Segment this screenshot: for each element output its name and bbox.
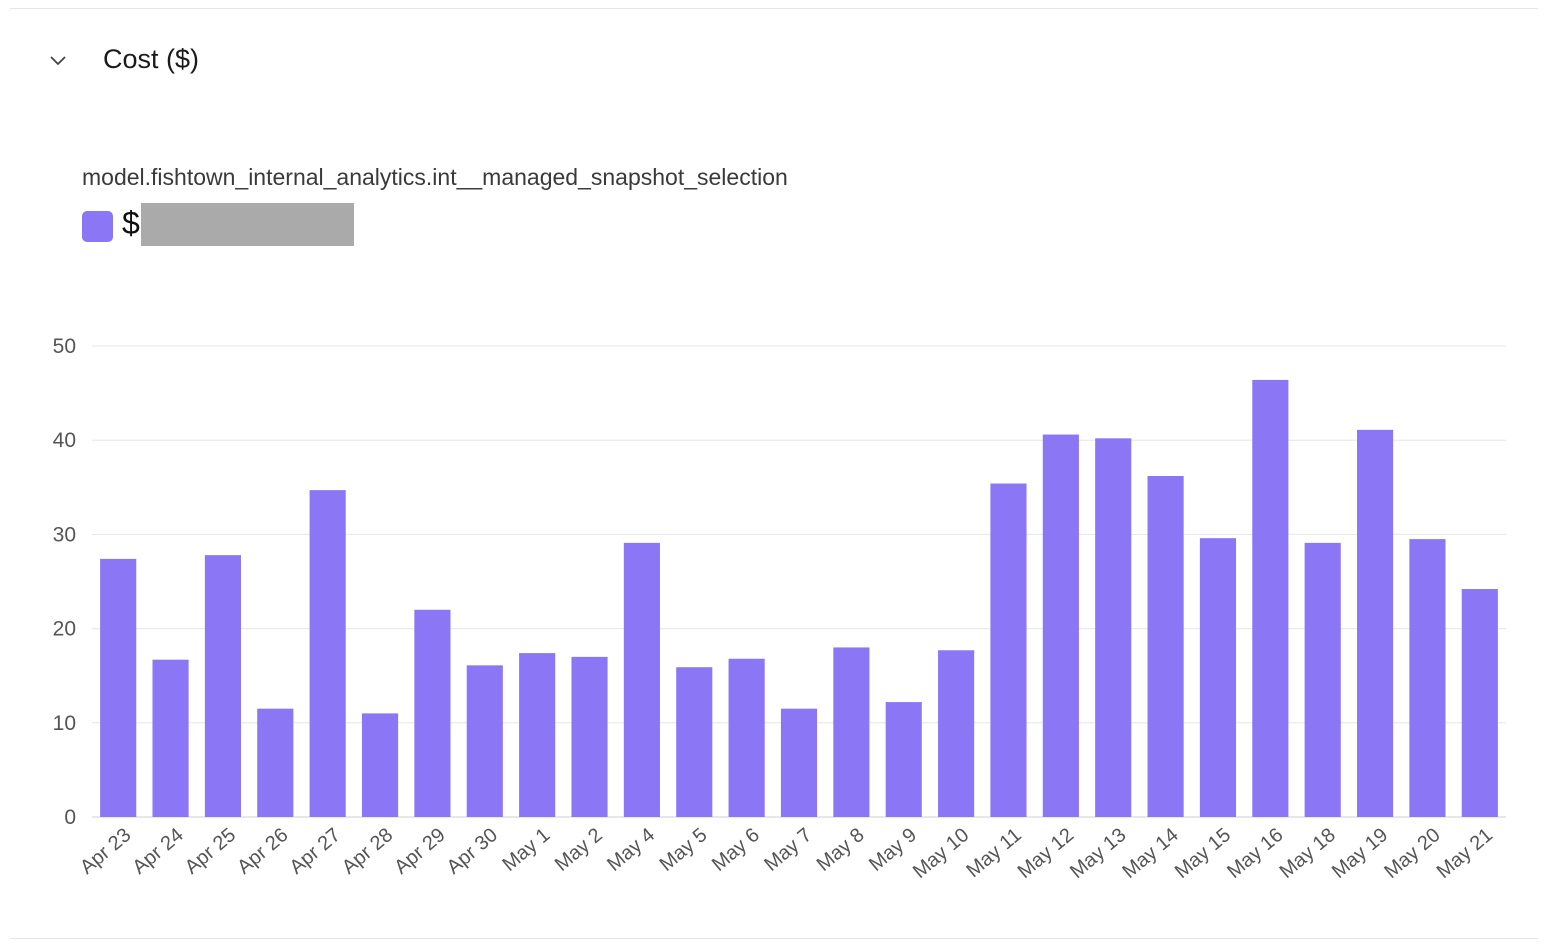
bar	[1095, 438, 1132, 817]
bar	[414, 609, 451, 817]
bar	[990, 483, 1027, 817]
bar	[676, 667, 713, 817]
x-tick-label: Apr 29	[390, 824, 449, 879]
bar	[1252, 379, 1289, 817]
x-tick-label: May 6	[708, 824, 764, 876]
x-tick-label: May 12	[1014, 824, 1078, 883]
bar	[1042, 434, 1079, 817]
x-tick-label: May 18	[1276, 824, 1340, 883]
x-tick-label: May 7	[760, 824, 816, 876]
x-tick-label: May 20	[1380, 824, 1444, 883]
y-tick-label: 20	[53, 618, 76, 641]
y-tick-label: 0	[64, 806, 76, 829]
bar	[152, 659, 189, 817]
bar	[466, 665, 503, 817]
bar	[1304, 542, 1341, 817]
x-tick-label: May 2	[551, 824, 607, 876]
top-divider	[10, 8, 1538, 9]
x-tick-label: May 19	[1328, 824, 1392, 883]
x-tick-label: Apr 26	[233, 824, 292, 879]
bottom-divider	[10, 938, 1538, 939]
bar	[309, 490, 346, 817]
legend-model-name: model.fishtown_internal_analytics.int__m…	[82, 164, 788, 190]
redacted-value	[141, 203, 354, 246]
chevron-down-icon[interactable]	[48, 50, 68, 70]
x-tick-label: Apr 28	[338, 824, 397, 879]
legend-value-prefix: $	[122, 205, 140, 241]
x-tick-label: May 1	[498, 824, 554, 876]
bar	[780, 708, 818, 817]
x-tick-label: Apr 25	[181, 824, 240, 879]
bar	[623, 542, 660, 817]
bar	[1409, 539, 1446, 817]
bar	[1461, 589, 1498, 817]
x-tick-label: May 8	[813, 824, 869, 876]
x-tick-label: May 14	[1118, 824, 1182, 883]
legend-swatch	[82, 211, 113, 242]
x-tick-label: Apr 27	[286, 824, 345, 879]
x-tick-label: Apr 23	[76, 824, 135, 879]
bar	[204, 555, 241, 817]
bar	[571, 656, 608, 817]
x-tick-label: Apr 24	[128, 824, 187, 879]
bar	[1357, 429, 1394, 817]
bar	[833, 647, 870, 817]
section-title: Cost ($)	[103, 44, 200, 74]
x-tick-label: May 13	[1066, 824, 1130, 883]
bar	[100, 558, 137, 817]
bar	[1199, 538, 1237, 817]
y-tick-label: 50	[53, 335, 76, 358]
x-tick-label: May 10	[909, 824, 973, 883]
bar	[885, 702, 922, 817]
x-tick-label: May 4	[603, 824, 659, 876]
bar	[938, 650, 975, 817]
x-tick-label: May 5	[656, 824, 712, 876]
bar	[728, 658, 765, 817]
x-tick-label: Apr 30	[443, 824, 502, 879]
bar	[519, 653, 556, 817]
bar	[1147, 475, 1184, 817]
x-tick-label: May 16	[1223, 824, 1287, 883]
y-tick-label: 30	[53, 523, 76, 546]
y-tick-label: 10	[53, 712, 76, 735]
bar	[257, 708, 294, 817]
x-tick-label: May 21	[1433, 824, 1497, 883]
y-tick-label: 40	[53, 429, 76, 452]
x-tick-label: May 11	[962, 824, 1025, 882]
x-tick-label: May 15	[1171, 824, 1235, 883]
bar	[361, 713, 399, 817]
